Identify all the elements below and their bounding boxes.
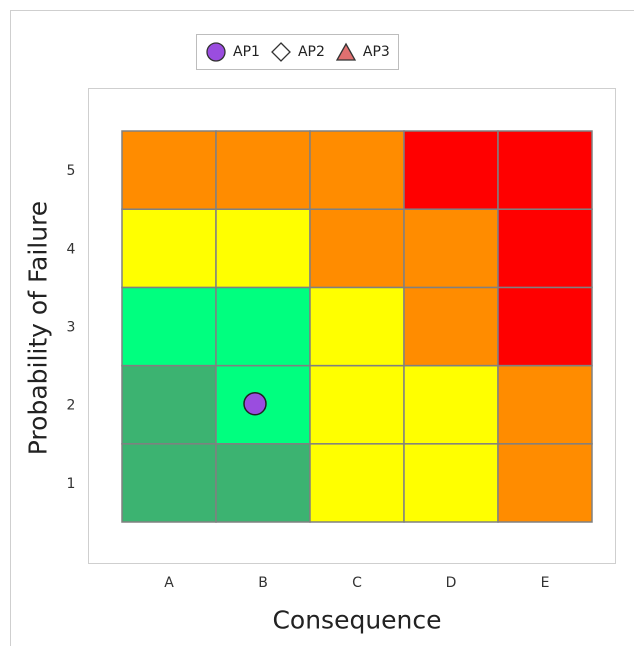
- matrix-cell-D2: [403, 364, 499, 445]
- legend-label-ap2: AP2: [297, 44, 325, 60]
- matrix-cell-A5: [121, 130, 217, 210]
- y-axis-label: Probability of Failure: [23, 200, 53, 456]
- matrix-cell-B3: [215, 286, 311, 367]
- matrix-cell-E3: [497, 286, 593, 367]
- circle-marker-icon: [206, 42, 226, 62]
- matrix-cell-B4: [215, 208, 311, 289]
- x-tick-label: A: [164, 575, 174, 591]
- matrix-cell-E4: [497, 208, 593, 289]
- matrix-cell-B5: [215, 130, 311, 210]
- legend-label-ap3: AP3: [362, 44, 390, 60]
- legend: AP1 AP2 AP3: [196, 34, 399, 70]
- diamond-marker-icon: [271, 42, 291, 62]
- x-tick-label: E: [541, 575, 550, 591]
- matrix-cell-A3: [121, 286, 217, 367]
- matrix-cell-D5: [403, 130, 499, 210]
- legend-item-ap3[interactable]: AP3: [335, 41, 390, 63]
- chart-frame: [10, 10, 634, 646]
- matrix-cell-A1: [121, 443, 217, 523]
- matrix-cell-E2: [497, 364, 593, 445]
- y-tick-label: 1: [67, 476, 76, 492]
- legend-label-ap1: AP1: [233, 44, 260, 60]
- y-tick-label: 5: [67, 163, 76, 179]
- matrix-cell-D3: [403, 286, 499, 367]
- y-tick-label: 2: [67, 398, 76, 414]
- y-tick-label: 3: [67, 320, 76, 336]
- matrix-cell-C1: [309, 443, 405, 523]
- matrix-cell-D1: [403, 443, 499, 523]
- matrix-cell-A2: [121, 364, 217, 445]
- matrix-cell-E1: [497, 443, 593, 523]
- data-point-ap1[interactable]: [243, 391, 267, 416]
- matrix-cell-B1: [215, 443, 311, 523]
- matrix-cell-C3: [309, 286, 405, 367]
- matrix-cell-E5: [497, 130, 593, 210]
- x-tick-label: D: [446, 575, 457, 591]
- matrix-cell-C4: [309, 208, 405, 289]
- x-axis-label: Consequence: [272, 605, 442, 635]
- matrix-cell-D4: [403, 208, 499, 289]
- matrix-cell-A4: [121, 208, 217, 289]
- legend-item-ap1[interactable]: AP1: [205, 41, 260, 63]
- y-tick-label: 4: [67, 241, 76, 257]
- triangle-marker-icon: [335, 42, 356, 61]
- matrix-cell-C5: [309, 130, 405, 210]
- matrix-cell-C2: [309, 364, 405, 445]
- legend-item-ap2[interactable]: AP2: [270, 41, 325, 63]
- x-tick-label: B: [258, 575, 268, 591]
- x-tick-label: C: [352, 575, 362, 591]
